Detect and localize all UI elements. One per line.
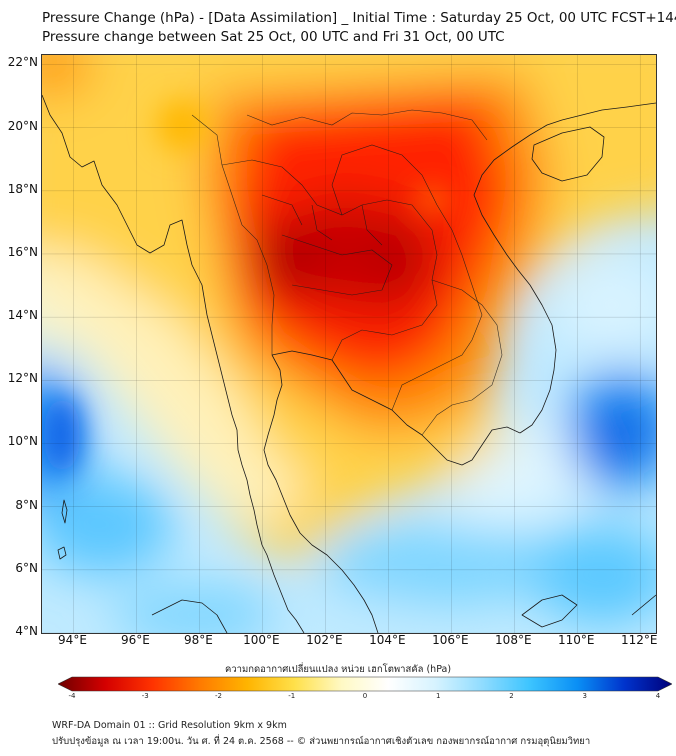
lat-tick-label: 16°N <box>7 244 38 259</box>
country-borders <box>191 109 503 436</box>
lon-tick-label: 102°E <box>306 633 343 647</box>
colorbar-bar <box>58 676 672 692</box>
map-subtitle: Pressure change between Sat 25 Oct, 00 U… <box>42 29 505 45</box>
lon-tick-label: 106°E <box>432 633 469 647</box>
pressure-detail <box>44 100 450 475</box>
colorbar-tick-label: 4 <box>655 692 661 700</box>
coastlines <box>42 94 656 633</box>
colorbar-tick-label: 3 <box>582 692 587 700</box>
lon-tick-label: 110°E <box>558 633 595 647</box>
lon-tick-label: 112°E <box>621 633 658 647</box>
graticule <box>42 55 656 633</box>
lat-tick-label: 6°N <box>15 560 38 575</box>
colorbar-tick-label: -4 <box>68 692 76 700</box>
lat-tick-label: 12°N <box>7 371 38 386</box>
map-title: Pressure Change (hPa) - [Data Assimilati… <box>42 10 676 26</box>
lat-tick-label: 20°N <box>7 118 38 133</box>
lon-tick-label: 98°E <box>183 633 213 647</box>
colorbar-label: ความกดอากาศเปลี่ยนแปลง หน่วย เฮกโตพาสคัล… <box>224 664 452 675</box>
lon-tick-label: 104°E <box>369 633 406 647</box>
lon-tick-label: 100°E <box>243 633 280 647</box>
lat-tick-label: 22°N <box>7 55 38 70</box>
pressure-field <box>42 55 656 633</box>
lon-tick-label: 94°E <box>58 633 87 647</box>
colorbar-tick-label: -1 <box>288 692 296 700</box>
lat-tick-label: 8°N <box>15 497 38 512</box>
colorbar-tick-label: 1 <box>436 692 441 700</box>
map-canvas <box>42 55 656 633</box>
colorbar-tick-label: 2 <box>509 692 514 700</box>
lon-tick-label: 108°E <box>495 633 532 647</box>
colorbar-tick-label: -3 <box>141 692 149 700</box>
pressure-change-map <box>41 54 657 634</box>
lat-tick-label: 4°N <box>15 624 38 638</box>
lat-tick-label: 18°N <box>7 181 38 196</box>
footer-model-info: WRF-DA Domain 01 :: Grid Resolution 9km … <box>52 720 287 731</box>
lat-tick-label: 14°N <box>7 308 38 323</box>
colorbar-tick-label: 0 <box>362 692 368 700</box>
colorbar-tick-label: -2 <box>215 692 222 700</box>
lon-tick-label: 96°E <box>121 633 150 647</box>
lat-tick-label: 10°N <box>7 434 38 449</box>
footer-credit: ปรับปรุงข้อมูล ณ เวลา 19:00น. วัน ศ. ที่… <box>52 736 591 747</box>
colorbar <box>58 676 672 692</box>
